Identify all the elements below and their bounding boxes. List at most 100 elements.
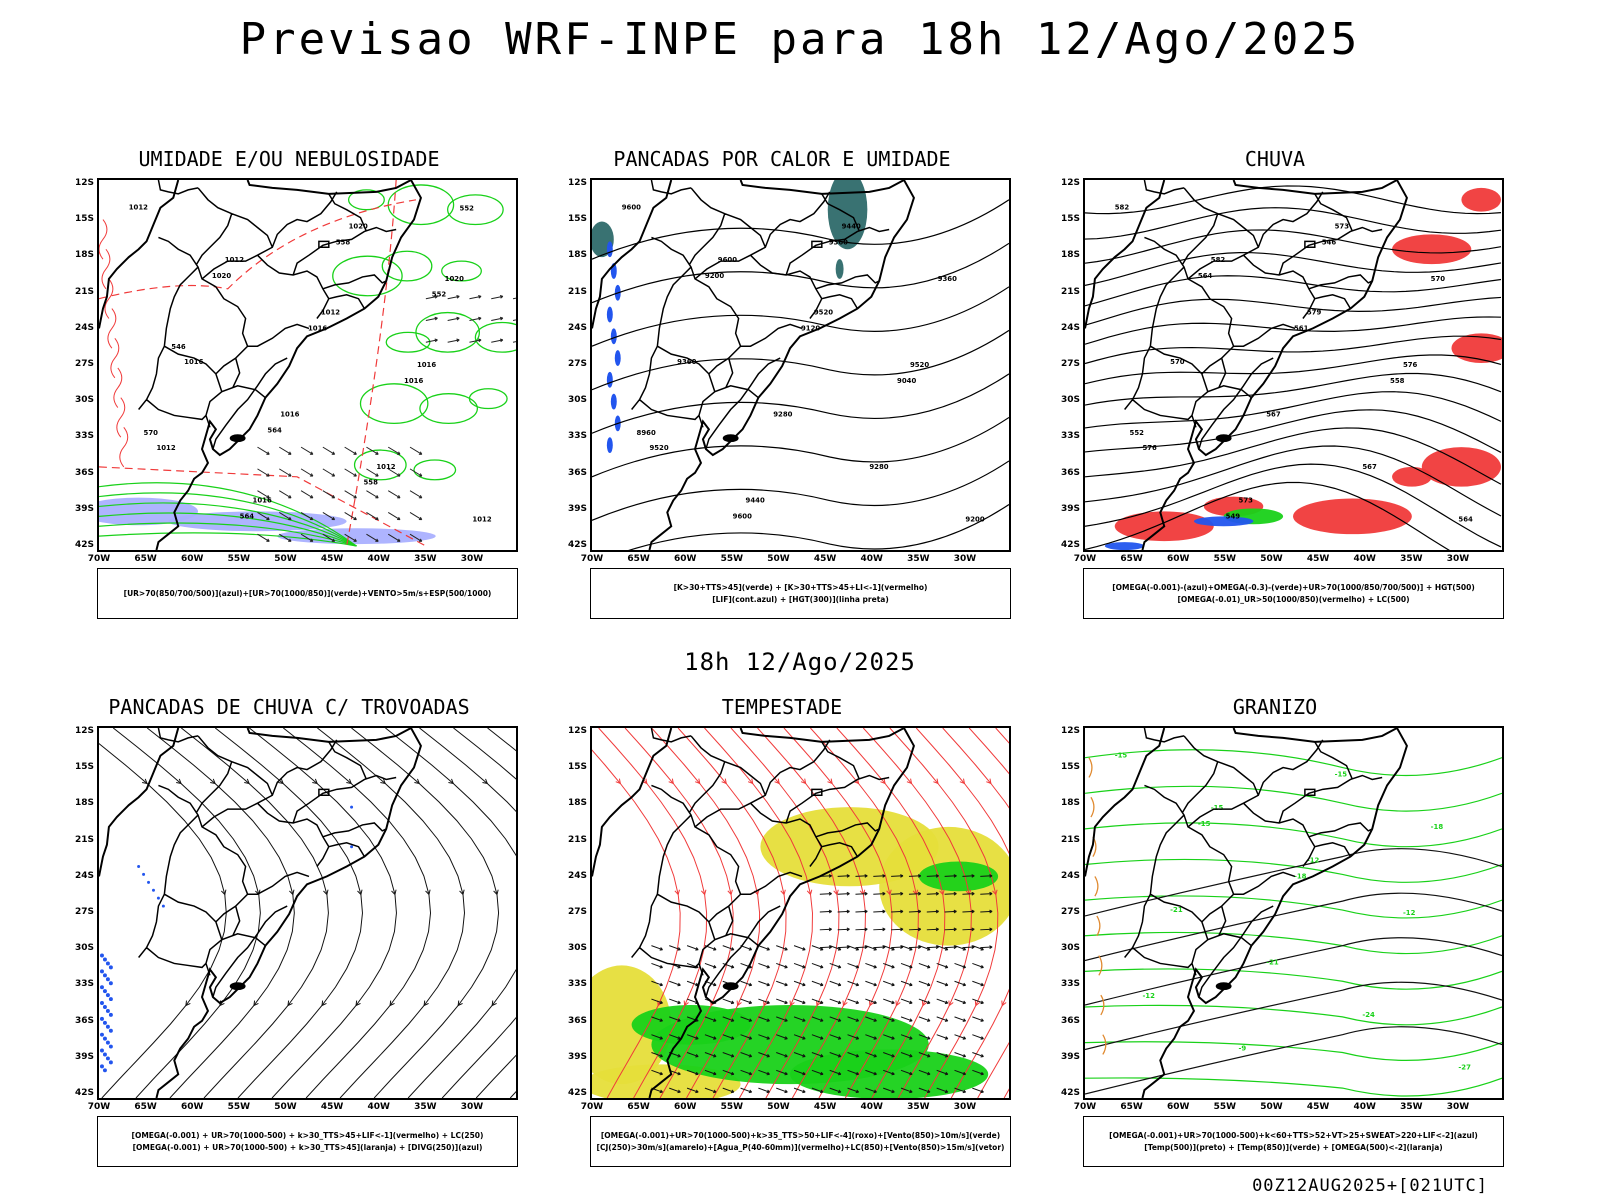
- lat-tick-label: 42S: [567, 540, 587, 550]
- lon-tick-label: 55W: [1213, 554, 1237, 564]
- contour-label: 1012: [376, 463, 395, 471]
- lat-tick-label: 36S: [567, 467, 587, 478]
- panel-legend: [OMEGA(-0.001)+UR>70(1000-500)+k<60+TTS>…: [1083, 1116, 1504, 1167]
- lat-tick-label: 24S: [1060, 322, 1080, 333]
- map-frame: 1012 1012 1012 1016 1012 1016 1020 1020 1016 1016…: [97, 178, 518, 552]
- lon-tick-label: 45W: [1306, 1102, 1330, 1112]
- contour-label: 9200: [705, 272, 724, 280]
- contour-label: 9520: [814, 309, 833, 317]
- contour-label: 567: [1266, 410, 1281, 418]
- contour-label: 561: [1294, 324, 1309, 332]
- contour-label: 9200: [965, 515, 984, 523]
- coastline: [592, 180, 915, 550]
- lat-tick-label: 12S: [1060, 178, 1080, 188]
- contour-label: 9360: [677, 358, 696, 366]
- contour-label: 570: [1431, 275, 1446, 283]
- lat-tick-label: 42S: [74, 540, 94, 550]
- contour-label: 1016: [253, 497, 272, 505]
- lon-tick-label: 50W: [1260, 554, 1283, 564]
- panel-legend: [K>30+TTS>45](verde) + [K>30+TTS>45+LI<-…: [590, 568, 1011, 619]
- lat-tick-label: 27S: [1060, 907, 1080, 917]
- contour-label: 9360: [938, 275, 957, 283]
- lon-tick-label: 65W: [134, 1102, 157, 1112]
- lon-tick-label: 45W: [320, 554, 344, 564]
- lon-tick-label: 50W: [1260, 1102, 1283, 1112]
- lat-tick-label: 12S: [1060, 726, 1080, 736]
- contour-label: 1012: [472, 515, 491, 523]
- lat-tick-label: 33S: [567, 431, 587, 442]
- weather-map: 582 582 579 576 576 573 573 570 570 567 567 564 564 5…: [1085, 180, 1502, 550]
- lon-tick-label: 40W: [1353, 1102, 1376, 1112]
- contour-label: 582: [1115, 204, 1130, 212]
- contour-label: -27: [1458, 1063, 1471, 1071]
- lon-tick-label: 40W: [860, 1102, 883, 1112]
- contour-label: 579: [1307, 309, 1322, 317]
- lon-tick-label: 40W: [860, 554, 883, 564]
- contour-label: 576: [1142, 444, 1157, 452]
- lon-tick-label: 70W: [1073, 554, 1097, 564]
- lon-tick-label: 55W: [227, 1102, 251, 1112]
- contour-label: 9520: [649, 444, 668, 452]
- lat-tick-label: 39S: [567, 503, 587, 514]
- lat-tick-label: 33S: [1060, 979, 1080, 990]
- contour-label: 567: [1362, 463, 1377, 471]
- lon-tick-label: 55W: [1213, 1102, 1237, 1112]
- lon-tick-label: 60W: [181, 554, 204, 564]
- contour-label: 1020: [349, 222, 368, 230]
- lat-tick-label: 39S: [74, 1051, 94, 1062]
- contour-label: -15: [1115, 752, 1128, 760]
- lon-tick-label: 50W: [274, 554, 297, 564]
- lat-tick-label: 39S: [567, 1051, 587, 1062]
- lat-tick-label: 21S: [1060, 286, 1080, 297]
- contour-label: 582: [1211, 256, 1226, 264]
- panel-title: GRANIZO: [1232, 695, 1318, 719]
- panel-granizo: GRANIZO -15 -15 -12 -12 -12 -9 -15 -18 -21 -21 -24…: [1040, 695, 1510, 1195]
- lat-tick-label: 21S: [567, 834, 587, 845]
- lat-tick-label: 30S: [74, 395, 94, 406]
- lon-tick-label: 35W: [907, 554, 930, 564]
- lat-tick-label: 18S: [74, 250, 94, 261]
- lon-tick-label: 35W: [1400, 554, 1423, 564]
- state-borders: [631, 728, 890, 998]
- panel-chuva: CHUVA 582 582 579 576 576 573 573 570 570 567 567 5…: [1040, 147, 1510, 647]
- state-borders: [138, 728, 397, 998]
- lat-tick-label: 21S: [567, 286, 587, 297]
- run-info-footer: 00Z12AUG2025+[021UTC]: [1252, 1176, 1488, 1196]
- contour-label: 9280: [869, 463, 888, 471]
- map-frame: -15 -15 -12 -12 -12 -9 -15 -18 -21 -21 -24 -27 -15 -1…: [1083, 726, 1504, 1100]
- contour-label: -12: [1403, 909, 1416, 917]
- lon-tick-label: 35W: [414, 554, 437, 564]
- lat-tick-label: 36S: [1060, 467, 1080, 478]
- contour-label: 9280: [773, 410, 792, 418]
- lon-tick-label: 45W: [320, 1102, 344, 1112]
- lat-tick-label: 27S: [1060, 359, 1080, 369]
- legend-line: [LIF](cont.azul) + [HGT(300)](linha pret…: [712, 594, 889, 604]
- lon-tick-label: 60W: [1167, 554, 1190, 564]
- contour-label: -15: [1198, 820, 1211, 828]
- lat-tick-label: 33S: [1060, 431, 1080, 442]
- lat-tick-label: 24S: [74, 322, 94, 333]
- contour-label: 1020: [212, 272, 231, 280]
- contour-label: 576: [1403, 361, 1418, 369]
- main-title: Previsao WRF-INPE para 18h 12/Ago/2025: [239, 14, 1361, 65]
- legend-line: [OMEGA(-0.001) + UR>70(1000-500) + k>30_…: [132, 1142, 483, 1152]
- contour-label: 9040: [897, 377, 916, 385]
- lon-tick-label: 65W: [1120, 1102, 1143, 1112]
- lon-tick-label: 30W: [460, 554, 484, 564]
- lon-tick-label: 70W: [87, 554, 111, 564]
- weather-map: [592, 728, 1009, 1098]
- lat-tick-label: 15S: [567, 214, 587, 225]
- map-frame: [97, 726, 518, 1100]
- contour-label: 573: [1335, 222, 1350, 230]
- lat-tick-label: 15S: [567, 762, 587, 773]
- legend-line: [K>30+TTS>45](verde) + [K>30+TTS>45+LI<-…: [673, 582, 928, 592]
- contour-label: 1016: [184, 358, 203, 366]
- lon-tick-label: 65W: [134, 554, 157, 564]
- panel-title: CHUVA: [1244, 147, 1306, 171]
- contour-label: -18: [1431, 823, 1444, 831]
- contour-label: 1012: [129, 204, 148, 212]
- contour-label: 9440: [842, 222, 861, 230]
- contour-label: -21: [1266, 958, 1279, 966]
- coastline: [99, 180, 422, 550]
- contour-label: 1016: [280, 410, 299, 418]
